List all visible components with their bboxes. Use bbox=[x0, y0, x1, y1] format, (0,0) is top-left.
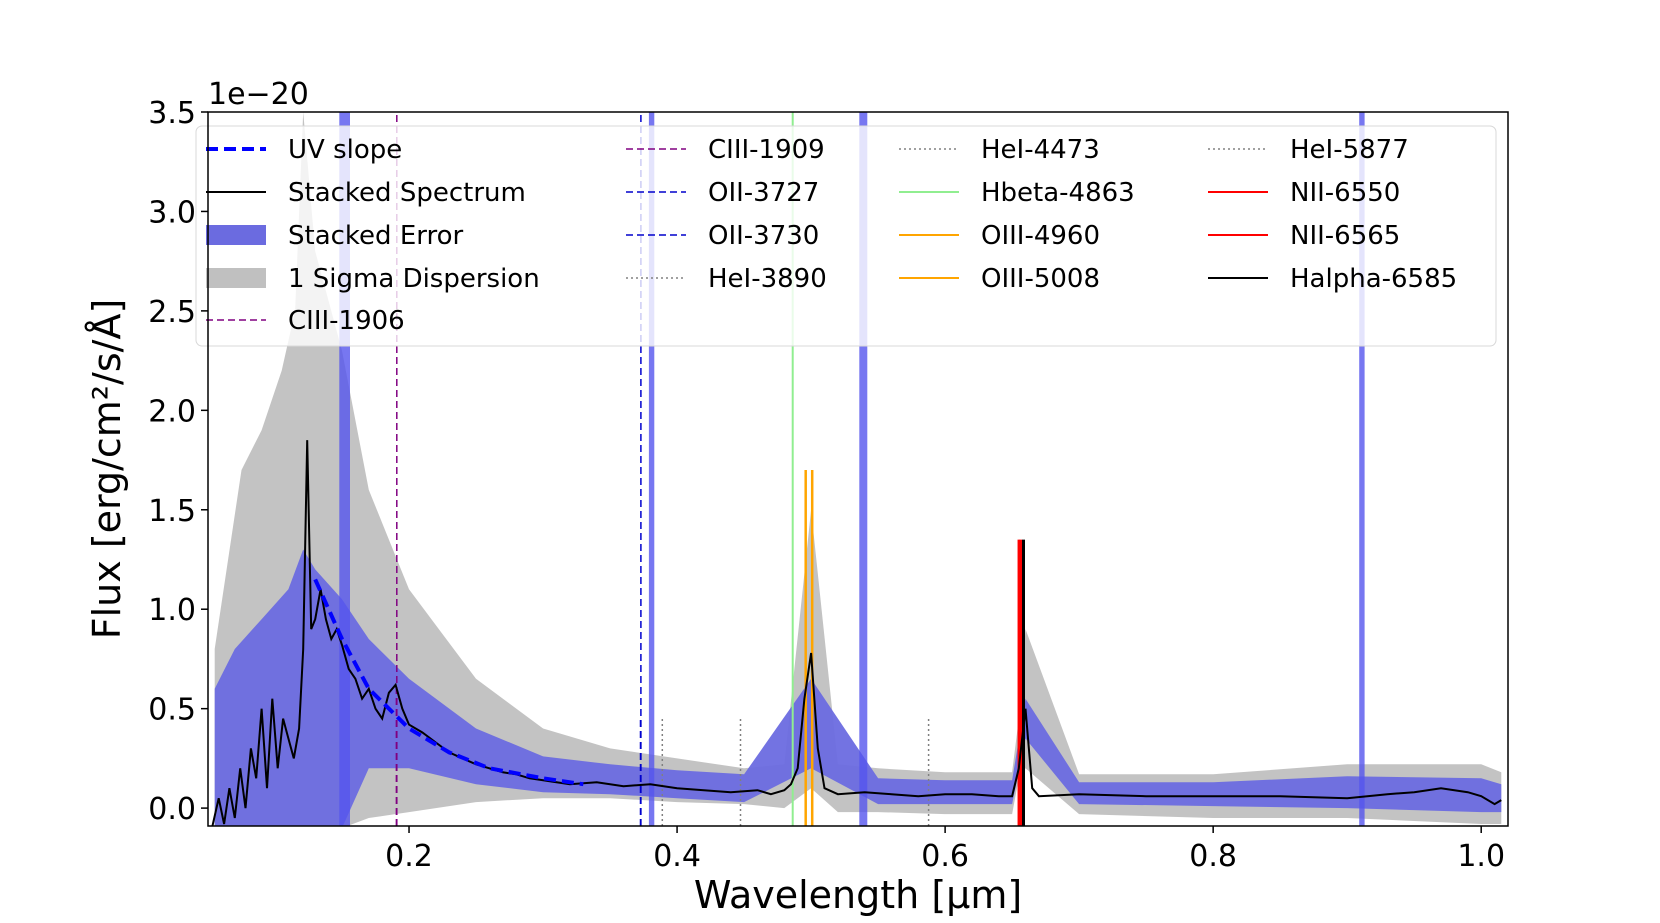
error-band-layer bbox=[339, 112, 1365, 826]
legend-swatch bbox=[206, 225, 266, 245]
legend-label: Halpha-6585 bbox=[1290, 264, 1457, 294]
error-band bbox=[648, 112, 655, 826]
y-tick-label: 1.0 bbox=[148, 593, 196, 628]
spectrum-layer bbox=[211, 440, 1502, 826]
legend-label: OIII-4960 bbox=[981, 221, 1100, 251]
legend-label: Hbeta-4863 bbox=[981, 178, 1135, 208]
legend-label: OII-3730 bbox=[708, 221, 819, 251]
x-tick-label: 0.2 bbox=[385, 839, 433, 874]
legend-label: Stacked Error bbox=[288, 221, 464, 251]
error-band bbox=[859, 112, 868, 826]
legend-label: UV slope bbox=[288, 135, 402, 165]
legend: UV slope Stacked Spectrum Stacked Error 1 S… bbox=[195, 125, 1497, 347]
legend-label: 1 Sigma Dispersion bbox=[288, 264, 540, 294]
legend-label: NII-6565 bbox=[1290, 221, 1400, 251]
x-axis-ticks: 0.2 0.4 0.6 0.8 1.0 bbox=[385, 826, 1505, 874]
legend-box bbox=[195, 125, 1497, 347]
y-tick-label: 3.0 bbox=[148, 195, 196, 230]
x-axis-label: Wavelength [μm] bbox=[694, 873, 1022, 917]
error-band bbox=[339, 112, 350, 826]
y-tick-label: 0.0 bbox=[148, 792, 196, 827]
x-tick-label: 0.6 bbox=[921, 839, 969, 874]
y-tick-label: 2.5 bbox=[148, 295, 196, 330]
y-axis-ticks: 0.0 0.5 1.0 1.5 2.0 2.5 3.0 3.5 bbox=[148, 96, 208, 827]
x-tick-label: 0.4 bbox=[653, 839, 701, 874]
legend-label: HeI-5877 bbox=[1290, 135, 1409, 165]
x-tick-label: 1.0 bbox=[1457, 839, 1505, 874]
x-tick-label: 0.8 bbox=[1189, 839, 1237, 874]
error-band bbox=[1359, 112, 1365, 826]
y-offset-label: 1e−20 bbox=[208, 77, 309, 112]
legend-label: Stacked Spectrum bbox=[288, 178, 526, 208]
stacked-error-layer bbox=[214, 549, 1502, 826]
y-tick-label: 2.0 bbox=[148, 394, 196, 429]
legend-label: CIII-1909 bbox=[708, 135, 825, 165]
legend-label: HeI-3890 bbox=[708, 264, 827, 294]
stacked-error-area bbox=[214, 549, 1502, 826]
y-tick-label: 0.5 bbox=[148, 693, 196, 728]
y-tick-label: 1.5 bbox=[148, 494, 196, 529]
plot-area bbox=[211, 112, 1502, 826]
uv-slope-line bbox=[313, 578, 584, 787]
legend-label: NII-6550 bbox=[1290, 178, 1400, 208]
legend-label: OIII-5008 bbox=[981, 264, 1100, 294]
legend-label: CIII-1906 bbox=[288, 306, 405, 336]
axes-frame bbox=[207, 111, 1509, 827]
legend-label: HeI-4473 bbox=[981, 135, 1100, 165]
y-tick-label: 3.5 bbox=[148, 96, 196, 131]
legend-label: OII-3727 bbox=[708, 178, 819, 208]
legend-swatch bbox=[206, 268, 266, 288]
y-axis-label: Flux [erg/cm²/s/Å] bbox=[85, 299, 129, 640]
emission-line-layer bbox=[395, 112, 1025, 826]
